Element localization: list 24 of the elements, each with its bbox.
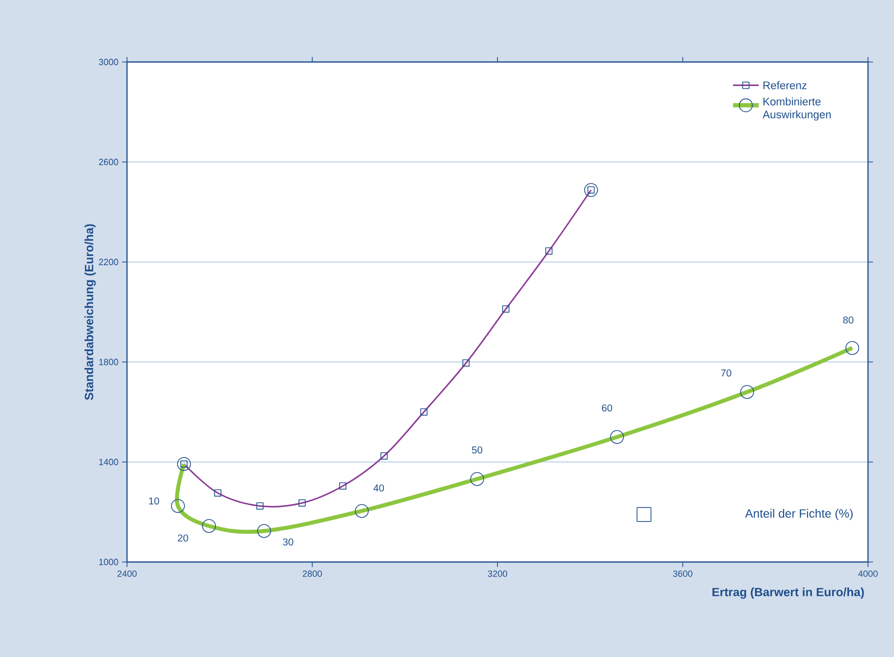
x-axis-title: Ertrag (Barwert in Euro/ha) [712, 588, 864, 599]
y-tick-label: 1800 [99, 358, 118, 366]
x-tick-label: 4000 [858, 570, 878, 577]
y-tick-label: 3000 [98, 58, 118, 66]
y-tick-label: 1000 [99, 558, 118, 566]
y-axis-title: Standardabweichung (Euro/ha) [84, 224, 96, 400]
x-tick-label: 3200 [488, 570, 508, 577]
y-tick-label: 2200 [98, 258, 118, 266]
legend-label: Kombinierte Auswirkungen [762, 97, 831, 121]
x-tick-label: 2800 [302, 570, 322, 577]
x-tick-label: 3600 [673, 570, 692, 577]
legend-label: Referenz [764, 81, 807, 90]
y-tick-label: 1400 [99, 458, 118, 466]
annotation: 80 [843, 316, 854, 324]
annotation: 40 [374, 484, 384, 492]
annotation: 70 [721, 369, 732, 377]
annotation: 60 [602, 404, 612, 412]
annotation: Anteil der Fichte (%) [745, 508, 853, 520]
annotation: 20 [178, 534, 188, 542]
annotation: 10 [149, 497, 160, 505]
x-tick-label: 2400 [117, 570, 137, 577]
y-tick-label: 2600 [98, 158, 118, 166]
annotation: 50 [472, 446, 482, 454]
annotation: 30 [282, 538, 294, 546]
